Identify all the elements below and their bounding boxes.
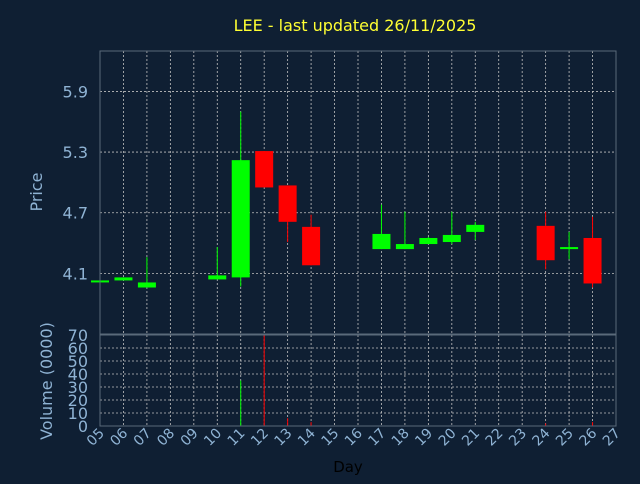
candle-body bbox=[137, 282, 156, 288]
x-tick-label: 26 bbox=[576, 425, 600, 449]
x-tick-label: 27 bbox=[600, 426, 624, 450]
x-tick-label: 10 bbox=[201, 426, 225, 450]
volume-tick-label: 40 bbox=[68, 365, 88, 384]
x-tick-label: 22 bbox=[483, 426, 507, 450]
x-tick-label: 19 bbox=[412, 426, 436, 450]
x-tick-label: 11 bbox=[225, 426, 249, 450]
x-tick-label: 08 bbox=[154, 426, 178, 450]
candle-body bbox=[395, 244, 414, 250]
x-tick-label: 23 bbox=[506, 426, 530, 450]
volume-tick-label: 20 bbox=[68, 391, 88, 410]
candle-body bbox=[231, 160, 250, 278]
candle-body bbox=[466, 224, 485, 232]
volume-tick-label: 30 bbox=[68, 378, 88, 397]
candle-body bbox=[255, 151, 274, 188]
candle-body bbox=[560, 247, 579, 250]
candle-body bbox=[114, 277, 133, 281]
candle-body bbox=[278, 185, 297, 222]
volume-layer bbox=[240, 335, 594, 426]
candle-body bbox=[302, 226, 321, 266]
price-tick-label: 4.1 bbox=[63, 264, 88, 283]
x-tick-label: 16 bbox=[342, 425, 366, 449]
x-tick-label: 12 bbox=[248, 426, 272, 450]
volume-tick-label: 0 bbox=[78, 417, 88, 436]
price-tick-label: 4.7 bbox=[63, 204, 88, 223]
volume-tick-label: 70 bbox=[68, 326, 88, 345]
candle-body bbox=[536, 225, 555, 261]
x-tick-label: 09 bbox=[178, 426, 202, 450]
candle-body bbox=[442, 234, 461, 243]
price-tick-label: 5.3 bbox=[63, 143, 88, 162]
price-axis-label: Price bbox=[27, 172, 46, 211]
volume-axis-label: Volume (0000) bbox=[37, 322, 56, 440]
volume-tick-label: 60 bbox=[68, 339, 88, 358]
candle-layer bbox=[91, 111, 602, 288]
x-tick-label: 24 bbox=[530, 425, 554, 449]
x-tick-label: 06 bbox=[107, 425, 131, 449]
x-tick-label: 21 bbox=[459, 426, 483, 450]
x-tick-label: 07 bbox=[131, 426, 155, 450]
x-tick-label: 18 bbox=[389, 426, 413, 450]
x-tick-label: 17 bbox=[365, 426, 389, 450]
x-axis-label: Day bbox=[333, 458, 363, 476]
x-tick-label: 13 bbox=[272, 426, 296, 450]
volume-tick-label: 10 bbox=[68, 404, 88, 423]
volume-tick-label: 50 bbox=[68, 352, 88, 371]
candle-body bbox=[419, 237, 438, 245]
price-panel-frame bbox=[99, 50, 617, 335]
x-tick-label: 15 bbox=[318, 426, 342, 450]
x-tick-label: 14 bbox=[295, 425, 319, 449]
candle-body bbox=[208, 275, 227, 280]
candle-body bbox=[583, 237, 602, 284]
x-tick-label: 25 bbox=[553, 426, 577, 450]
volume-panel-frame bbox=[99, 334, 617, 427]
chart-title: LEE - last updated 26/11/2025 bbox=[234, 16, 477, 35]
x-tick-label: 20 bbox=[436, 426, 460, 450]
candle-body bbox=[372, 233, 391, 250]
price-tick-label: 5.9 bbox=[63, 82, 88, 101]
